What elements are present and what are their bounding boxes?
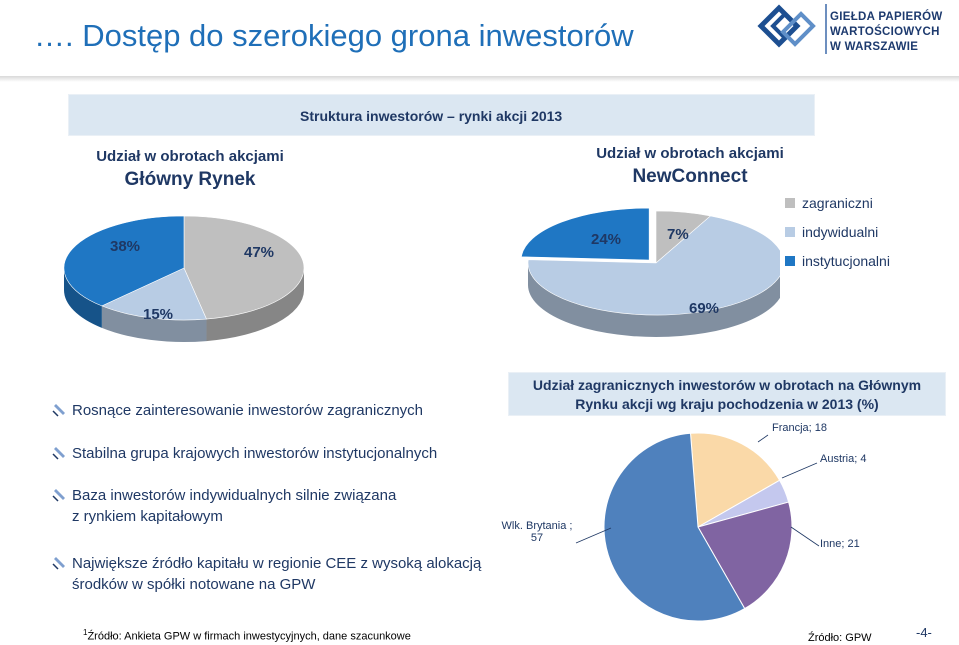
bullet-text: Rosnące zainteresowanie inwestorów zagra… [72,402,424,419]
legend-label-zagraniczni: zagraniczni [802,194,873,211]
pen-bullet-icon [52,447,65,460]
newconnect-slice-instytucjonalni [521,207,650,261]
logo-line1: GIEŁDA PAPIERÓW [830,11,943,23]
main-market-slice-instytucjonalni [63,215,185,307]
newconnect-label-instytucjonalni: 24% [591,231,622,248]
leader-line-inne [790,526,820,547]
page-number: -4- [916,625,932,640]
newconnect-pie-chart [521,207,780,337]
country-chart-title-line2: Rynku akcji wg kraju pochodzenia w 2013 … [575,396,879,412]
slice-label-francja: Francja; 18 [772,422,828,434]
logo-line2: WARTOŚCIOWYCH [830,26,940,38]
main-market-pie-chart [63,215,305,342]
newconnect-header-line2: NewConnect [632,166,748,187]
country-chart-title: Udział zagranicznych inwestorów w obrota… [508,376,946,414]
main-market-slice-zagraniczni [183,215,305,320]
bullet-text-line2: środków w spółki notowane na GPW [72,576,316,593]
gpw-logo-icon [757,4,827,54]
slice-label-uk-line2: 57 [530,532,544,544]
footnote-number: 1 [83,628,88,637]
newconnect-slice-indywidualni [527,215,780,316]
country-slice-inne [697,501,793,610]
country-pie-chart [575,432,820,622]
country-chart-title-box [508,372,946,416]
bullet-text-line2: z rynkiem kapitałowym [72,508,223,525]
logo-text: GIEŁDA PAPIERÓW WARTOŚCIOWYCH W WARSZAWI… [830,10,942,55]
country-slice-wlk-brytania [603,432,746,622]
newconnect-side-indywidualni [528,263,780,337]
main-market-label-zagraniczni: 47% [244,244,275,261]
footnote: 1Źródło: Ankieta GPW w firmach inwestycy… [83,628,411,643]
legend-item-indywidualni: indywidualni [785,217,890,246]
legend-swatch-zagraniczni [785,197,795,208]
footnote-text: Źródło: Ankieta GPW w firmach inwestycyj… [87,630,411,643]
leader-line-uk [575,527,612,544]
legend-label-instytucjonalni: instytucjonalni [802,252,890,269]
bullet-text-line1: Baza inwestorów indywidualnych silnie zw… [72,487,397,504]
pen-bullet-icon [52,557,65,570]
main-market-label-indywidualni: 15% [143,306,174,323]
main-market-header-line1: Udział w obrotach akcjami [96,148,284,165]
slice-label-inne: Inne; 21 [820,538,860,550]
main-market-side-indywidualni [101,305,207,342]
bullet-text: Baza inwestorów indywidualnych silnie zw… [72,485,396,527]
slide-title: …. Dostęp do szerokiego grona inwestorów [34,18,634,53]
structure-title: Struktura inwestorów – rynki akcji 2013 [300,108,563,124]
bullet-text: Największe źródło kapitału w regionie CE… [72,553,481,595]
main-market-side-instytucjonalni [64,268,102,328]
pen-bullet-icon [52,489,65,502]
slice-label-wlk-brytania: Wlk. Brytania ; 57 [497,520,577,544]
legend-label-indywidualni: indywidualni [802,223,879,240]
bullet-list: Rosnące zainteresowanie inwestorów zagra… [52,400,502,421]
main-market-slice-indywidualni [101,267,207,321]
legend-item-instytucjonalni: instytucjonalni [785,246,890,275]
country-slice-francja [689,432,781,528]
legend: zagraniczni indywidualni instytucjonalni [785,188,890,275]
bullet-item: Baza inwestorów indywidualnych silnie zw… [52,485,502,527]
pen-bullet-icon [52,404,65,417]
newconnect-header-line1: Udział w obrotach akcjami [596,145,784,162]
leader-line-francja [757,434,769,443]
slice-label-uk-line1: Wlk. Brytania ; [501,520,573,532]
structure-title-box [68,94,815,136]
legend-item-zagraniczni: zagraniczni [785,188,890,217]
newconnect-label-indywidualni: 69% [689,300,720,317]
newconnect-label-zagraniczni: 7% [667,226,689,243]
bullet-list-2: Stabilna grupa krajowych inwestorów inst… [52,443,502,464]
main-market-side-zagraniczni [206,268,304,342]
legend-swatch-instytucjonalni [785,255,795,266]
country-chart-title-line1: Udział zagranicznych inwestorów w obrota… [532,377,922,393]
bullet-text: Stabilna grupa krajowych inwestorów inst… [72,445,438,462]
logo-line3: W WARSZAWIE [830,41,919,53]
slice-label-austria: Austria; 4 [820,453,867,465]
bullet-list-4: Największe źródło kapitału w regionie CE… [52,553,502,595]
bullet-item: Rosnące zainteresowanie inwestorów zagra… [52,400,502,421]
main-market-header-line2: Główny Rynek [124,169,256,190]
bullet-list-3: Baza inwestorów indywidualnych silnie zw… [52,485,502,527]
leader-lines [575,434,820,547]
header-separator [0,76,959,82]
source-note: Źródło: GPW [808,632,872,644]
bullet-item: Największe źródło kapitału w regionie CE… [52,553,502,595]
bullet-item: Stabilna grupa krajowych inwestorów inst… [52,443,502,464]
legend-swatch-indywidualni [785,226,795,237]
leader-line-austria [781,462,818,479]
bullet-text-line1: Największe źródło kapitału w regionie CE… [72,555,482,572]
main-market-label-instytucjonalni: 38% [110,238,141,255]
